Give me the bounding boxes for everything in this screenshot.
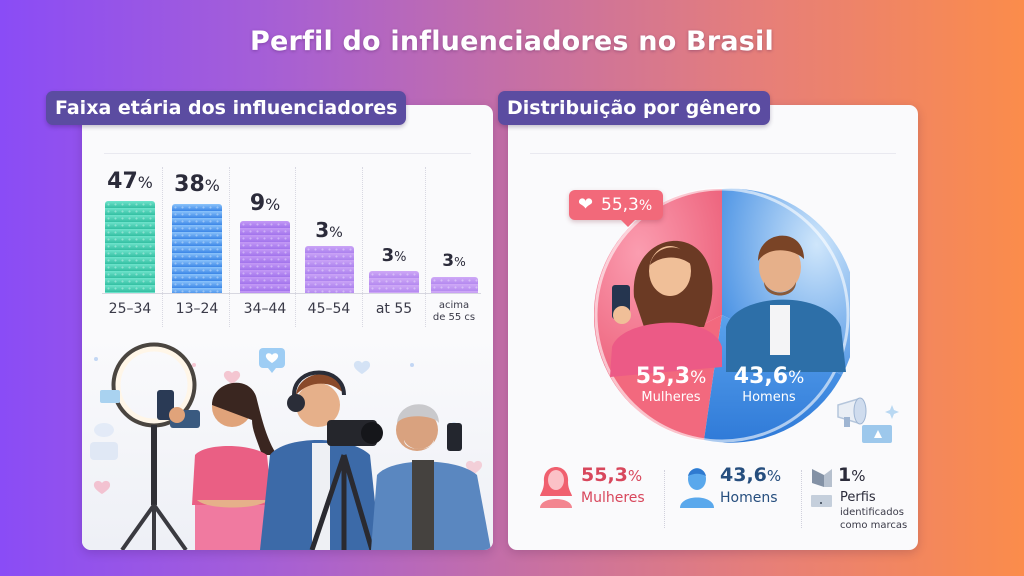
page-title: Perfil do influenciadores no Brasil — [250, 26, 774, 57]
bar-45-54 — [305, 246, 354, 293]
card-divider — [530, 153, 896, 154]
bar-value: 47% — [107, 169, 153, 194]
legend-divider — [801, 470, 802, 528]
influencers-illustration-icon — [82, 335, 493, 550]
bar-category: 13–24 — [175, 301, 219, 317]
influencers-illustration — [82, 335, 493, 550]
bar-13-24 — [172, 204, 222, 293]
bar-34-44 — [240, 221, 290, 293]
brand-flag-icon — [811, 469, 832, 507]
legend-women: 55,3% Mulheres — [538, 462, 658, 522]
pie-label-men: 43,6% Homens — [733, 364, 805, 406]
bar-value: 9% — [249, 191, 281, 216]
pie-chart-icon — [593, 187, 858, 443]
bar-category: acima de 55 cs — [432, 300, 476, 323]
pie-label-women: 55,3% Mulheres — [635, 364, 707, 406]
gender-chart-badge: Distribuição por gênero — [498, 91, 770, 125]
bar-value: 38% — [174, 172, 220, 197]
card-divider — [104, 153, 471, 154]
age-chart-badge: Faixa etária dos influenciadores — [46, 91, 407, 125]
legend-brands: 1% Perfis identificados como marcas — [810, 462, 920, 542]
bar-above-55 — [431, 277, 478, 293]
woman-icon — [540, 467, 572, 508]
legend-men: 43,6% Homens — [680, 462, 800, 522]
man-icon — [680, 468, 714, 508]
heart-icon: ❤ — [578, 194, 594, 215]
grid-line — [229, 167, 230, 327]
bar-category: 45–54 — [307, 301, 351, 317]
grid-line — [425, 167, 426, 327]
bar-value: 3% — [381, 245, 407, 266]
bar-at-55 — [369, 271, 419, 293]
grid-line — [162, 167, 163, 327]
women-share-bubble: ❤ 55,3% — [569, 190, 663, 227]
grid-line — [295, 167, 296, 327]
bar-value: 3% — [442, 251, 466, 271]
grid-line — [362, 167, 363, 327]
age-bar-chart: 47% 25–34 38% 13–24 9% 34–44 3% 45–54 3%… — [82, 105, 493, 335]
bar-category: 34–44 — [243, 301, 287, 317]
x-axis — [102, 293, 481, 294]
legend-divider — [664, 470, 665, 528]
megaphone-icon — [837, 397, 899, 443]
gender-pie-chart: 55,3% Mulheres 43,6% Homens — [593, 187, 858, 443]
bar-category: 25–34 — [108, 301, 152, 317]
megaphone-decoration — [830, 385, 910, 445]
bar-value: 3% — [315, 218, 343, 242]
bar-25-34 — [105, 201, 155, 293]
bar-category: at 55 — [375, 301, 413, 317]
